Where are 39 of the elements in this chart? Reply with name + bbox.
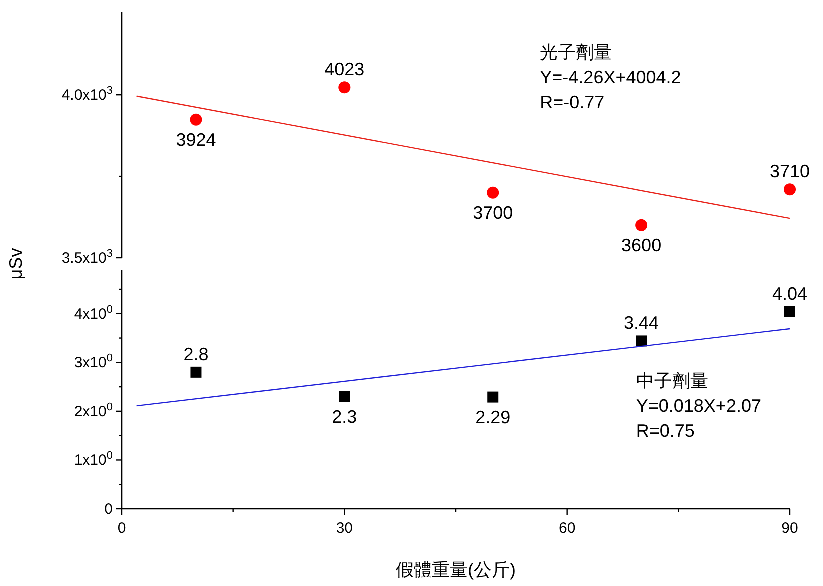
point [488, 392, 499, 403]
data-label: 2.8 [184, 344, 209, 364]
point [339, 391, 350, 402]
data-label: 4023 [324, 60, 365, 80]
data-label: 3710 [770, 162, 810, 182]
annotation: Y=-4.26X+4004.2 [540, 68, 682, 88]
data-label: 3600 [622, 235, 662, 256]
point [190, 114, 202, 126]
point [636, 336, 648, 347]
y-axis-title: μSv [6, 248, 26, 280]
y-tick-label: 4x10$^{0}$ [74, 304, 113, 323]
point [784, 306, 796, 318]
x-tick-label: 0 [118, 520, 126, 537]
x-tick-label: 30 [336, 520, 354, 537]
annotation: 光子劑量 [540, 42, 612, 63]
point [784, 184, 796, 196]
annotation: R=0.75 [636, 421, 695, 442]
point [190, 366, 202, 378]
data-label: 2.3 [332, 406, 358, 427]
data-label: 3.44 [624, 313, 660, 334]
y-tick-label: 1x10$^{0}$ [74, 450, 113, 470]
y-tick-label: 3.5x10$^{3}$ [62, 248, 113, 267]
annotation: 中子劑量 [636, 371, 708, 392]
point [636, 219, 648, 232]
annotation: Y=0.018X+2.07 [636, 396, 762, 416]
y-tick-label: 2x10$^{0}$ [74, 401, 113, 420]
x-tick-label: 60 [558, 520, 576, 537]
data-label: 4.04 [772, 284, 808, 304]
y-tick-label: 0 [104, 501, 113, 518]
x-axis-title: 假體重量(公斤) [396, 560, 516, 580]
data-label: 3924 [176, 130, 216, 150]
data-label: 3700 [473, 202, 514, 223]
point [487, 186, 500, 199]
point [338, 82, 351, 94]
y-tick-label: 4.0x10$^{3}$ [62, 85, 113, 104]
data-label: 2.29 [476, 407, 511, 428]
annotation: R=-0.77 [540, 92, 605, 113]
x-tick-label: 90 [782, 520, 798, 537]
y-tick-label: 3x10$^{0}$ [74, 352, 113, 372]
